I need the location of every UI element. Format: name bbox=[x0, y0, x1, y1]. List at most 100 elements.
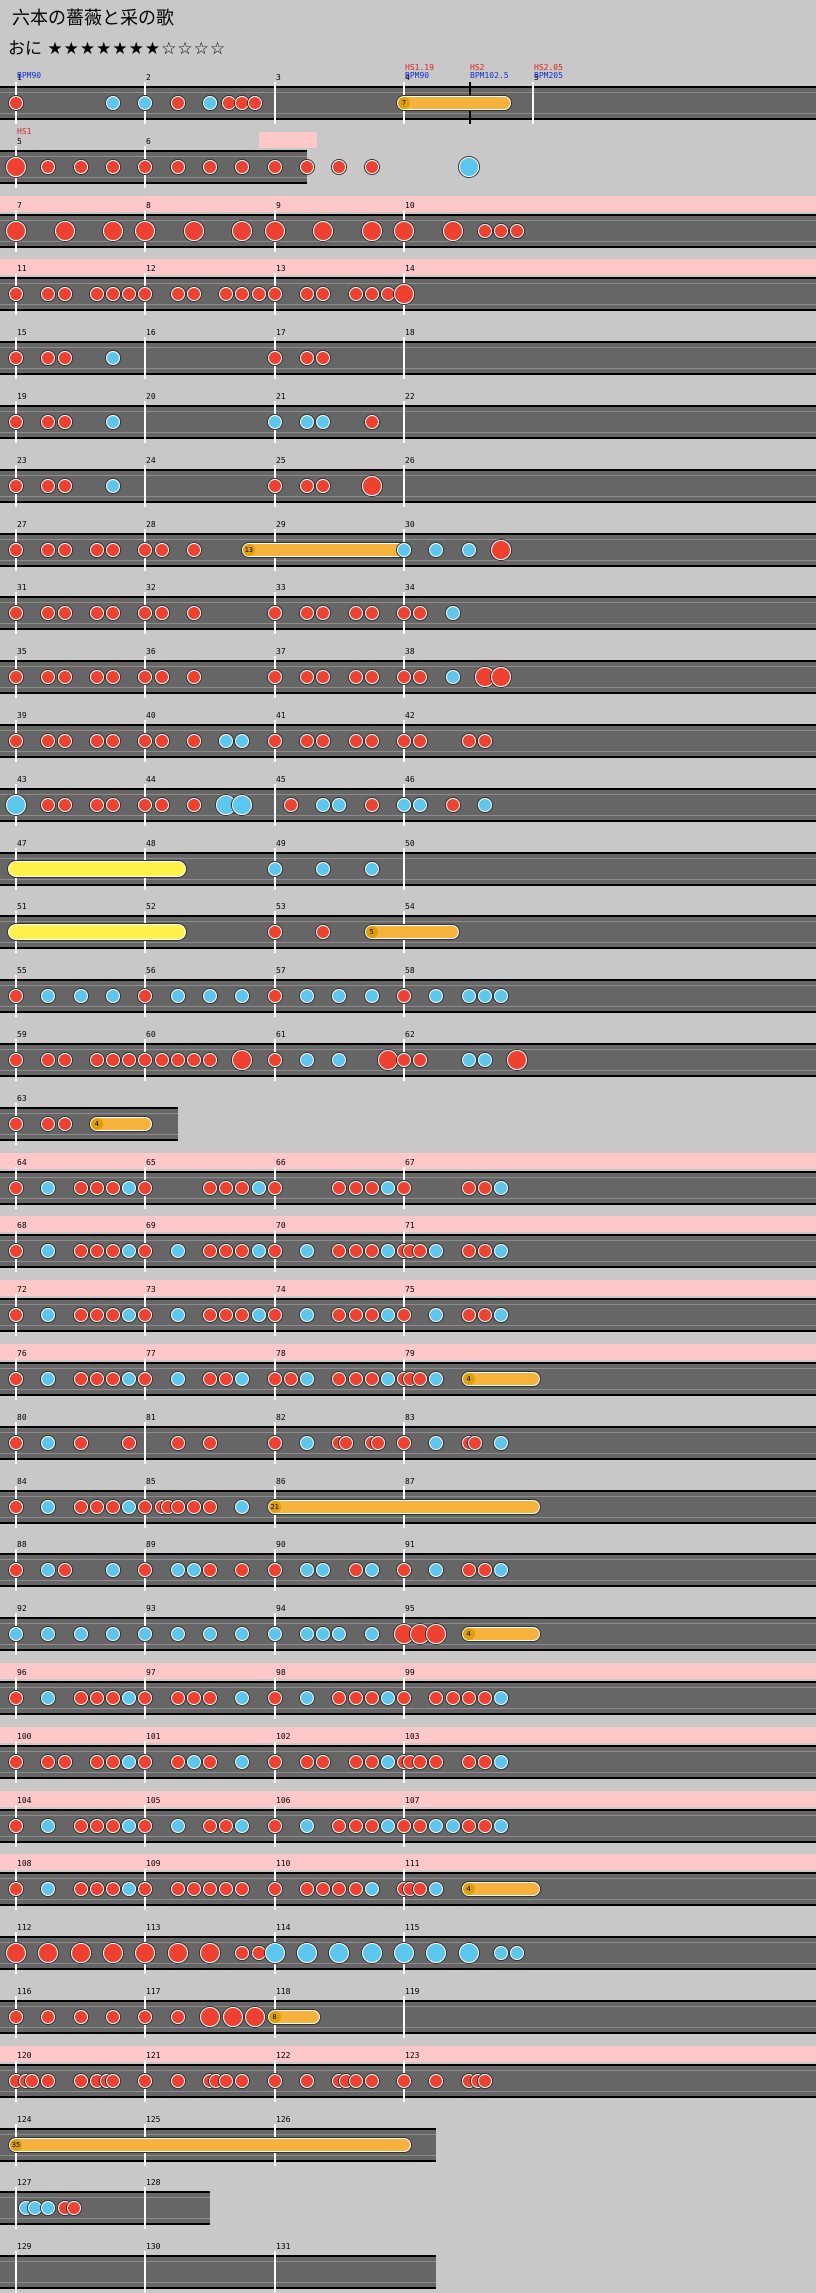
measure-number: 61 bbox=[276, 1030, 286, 1039]
ka-note bbox=[235, 734, 250, 748]
don-note bbox=[73, 1180, 88, 1195]
drumroll: 7 bbox=[397, 96, 512, 110]
don-note bbox=[235, 1946, 250, 1961]
measure-number: 87 bbox=[405, 1476, 415, 1486]
measure-number: 7 bbox=[17, 200, 22, 210]
ka-note bbox=[106, 96, 120, 110]
lane-line-top bbox=[0, 921, 816, 923]
measure-number: 2 bbox=[146, 73, 151, 82]
don-note bbox=[219, 1818, 234, 1833]
ka-big-note bbox=[329, 1943, 350, 1964]
don-note bbox=[170, 1882, 185, 1897]
don-note bbox=[9, 670, 23, 685]
don-note bbox=[186, 287, 201, 302]
don-big-note bbox=[361, 220, 382, 241]
ka-note bbox=[73, 1627, 88, 1642]
don-note bbox=[154, 1053, 169, 1067]
measure-number: 51 bbox=[17, 902, 27, 912]
measure-number: 125 bbox=[146, 2114, 161, 2124]
measure-number: 65 bbox=[146, 1157, 156, 1167]
measure-number: 85 bbox=[146, 1476, 156, 1486]
ka-note bbox=[300, 1308, 314, 1323]
measure-number: 10 bbox=[405, 200, 415, 210]
don-note bbox=[348, 287, 363, 302]
note-lane bbox=[0, 2000, 816, 2034]
measure-number: 124 bbox=[17, 2114, 32, 2124]
measure-number: 102 bbox=[276, 1731, 291, 1741]
measure-number: 119 bbox=[405, 1987, 420, 1996]
gogo-band bbox=[0, 259, 816, 276]
ka-note bbox=[138, 96, 153, 110]
measure-number: 78 bbox=[276, 1349, 286, 1358]
ka-note bbox=[477, 989, 492, 1004]
note-lane bbox=[0, 341, 816, 376]
don-note bbox=[106, 670, 120, 685]
lane-line-bottom bbox=[0, 623, 816, 625]
don-note bbox=[300, 1754, 314, 1769]
drumroll-count: 35 bbox=[10, 2138, 22, 2151]
lane-line-top bbox=[0, 1176, 816, 1178]
measure-number: 64 bbox=[17, 1157, 27, 1167]
measure-number: 99 bbox=[405, 1668, 415, 1677]
don-note bbox=[57, 606, 72, 621]
lane-line-top bbox=[0, 1814, 816, 1816]
measure-number: 112 bbox=[17, 1923, 32, 1933]
measure-number: 122 bbox=[276, 2050, 291, 2060]
don-note bbox=[413, 670, 428, 685]
don-note bbox=[348, 2073, 363, 2088]
don-note bbox=[9, 1499, 23, 1514]
don-note bbox=[364, 734, 379, 748]
don-note bbox=[300, 2073, 314, 2088]
measure-number: 30 bbox=[405, 519, 415, 529]
don-big-note bbox=[264, 220, 285, 241]
measure-number: 66 bbox=[276, 1157, 286, 1167]
measure-number: 106 bbox=[276, 1795, 291, 1805]
don-note bbox=[477, 223, 492, 238]
event-label: HS1 bbox=[17, 126, 32, 136]
lane-line-bottom bbox=[0, 113, 816, 114]
ka-note bbox=[364, 989, 379, 1004]
measure-number: 19 bbox=[17, 392, 27, 401]
don-note bbox=[203, 1435, 217, 1450]
ka-big-note bbox=[394, 1943, 414, 1964]
ka-note bbox=[332, 989, 347, 1004]
ka-note bbox=[170, 1627, 185, 1642]
ka-note bbox=[332, 1627, 347, 1642]
don-note bbox=[170, 1691, 185, 1705]
gogo-band bbox=[0, 1280, 816, 1297]
measure-number: 96 bbox=[17, 1668, 27, 1677]
don-note bbox=[413, 734, 428, 748]
ka-note bbox=[41, 1372, 56, 1386]
don-note bbox=[397, 989, 411, 1004]
measure-number: 91 bbox=[405, 1540, 415, 1550]
don-note bbox=[73, 1435, 88, 1450]
don-note bbox=[186, 1053, 201, 1067]
don-note bbox=[300, 478, 314, 493]
don-note bbox=[468, 1435, 483, 1450]
ka-note bbox=[397, 797, 411, 812]
don-note bbox=[461, 1308, 476, 1323]
measure-number: 44 bbox=[146, 774, 156, 784]
don-note bbox=[364, 1308, 379, 1323]
note-lane bbox=[0, 596, 816, 631]
song-title: 六本の薔薇と采の歌 bbox=[12, 8, 174, 29]
drumroll: 4 bbox=[461, 1372, 541, 1386]
measure-bar bbox=[15, 2187, 17, 2230]
measure-number: 83 bbox=[405, 1412, 415, 1422]
don-note bbox=[267, 1691, 282, 1705]
don-note bbox=[203, 1882, 217, 1897]
ka-note bbox=[494, 1180, 508, 1195]
don-note bbox=[397, 606, 411, 621]
don-note bbox=[235, 1563, 250, 1578]
measure-number: 108 bbox=[17, 1859, 32, 1869]
don-note bbox=[106, 1308, 120, 1323]
don-big-note bbox=[103, 1943, 123, 1964]
ka-note bbox=[380, 1244, 395, 1259]
ka-note bbox=[300, 1372, 314, 1386]
don-note bbox=[267, 159, 282, 174]
don-note bbox=[138, 989, 153, 1004]
don-note bbox=[267, 351, 282, 366]
ka-note bbox=[364, 1563, 379, 1578]
don-note bbox=[203, 1244, 217, 1259]
ka-note bbox=[170, 1563, 185, 1578]
